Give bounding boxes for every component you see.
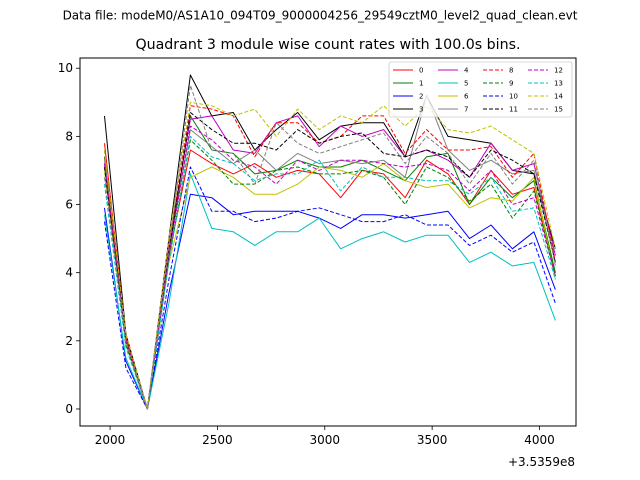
y-tick-label: 8: [65, 129, 73, 143]
legend-label-6: 6: [464, 93, 469, 101]
x-tick-label: 3000: [310, 433, 341, 447]
series-line-11: [104, 112, 556, 410]
x-tick-label: 2500: [202, 433, 233, 447]
series-line-0: [104, 143, 556, 410]
legend-label-4: 4: [464, 67, 469, 75]
legend-label-10: 10: [509, 93, 518, 101]
series-line-9: [104, 139, 556, 410]
series-line-13: [104, 135, 556, 410]
legend-label-0: 0: [419, 67, 423, 75]
x-tick-label: 2000: [95, 433, 126, 447]
legend-label-11: 11: [509, 106, 518, 114]
y-tick-label: 10: [58, 61, 73, 75]
y-tick-label: 4: [65, 266, 73, 280]
legend-label-5: 5: [464, 80, 468, 88]
legend-label-15: 15: [554, 106, 563, 114]
y-tick-label: 6: [65, 198, 73, 212]
series-line-2: [104, 193, 556, 410]
series-line-5: [104, 173, 556, 410]
x-tick-label: 3500: [417, 433, 448, 447]
legend-box: [388, 61, 573, 118]
series-line-10: [104, 166, 556, 410]
legend-label-13: 13: [554, 80, 563, 88]
series-line-3: [104, 74, 556, 410]
x-axis: 2000 2500 3000 3500 4000: [95, 426, 555, 447]
legend-label-8: 8: [509, 67, 513, 75]
series-line-6: [104, 163, 556, 410]
legend-label-12: 12: [554, 67, 563, 75]
legend-label-9: 9: [509, 80, 513, 88]
y-axis: 0 2 4 6 8 10: [58, 61, 80, 416]
x-offset-label: +3.5359e8: [508, 455, 575, 469]
legend-label-7: 7: [464, 106, 468, 114]
series-line-15: [104, 84, 556, 410]
axes-frame: [79, 57, 577, 427]
y-tick-label: 0: [65, 402, 73, 416]
chart-title: Quadrant 3 module wise count rates with …: [135, 37, 520, 53]
legend-label-2: 2: [419, 93, 423, 101]
y-tick-label: 2: [65, 334, 73, 348]
plot-lines: [104, 74, 556, 410]
figure-suptitle: Data file: modeM0/AS1A10_094T09_90000042…: [63, 9, 578, 23]
legend-label-14: 14: [554, 93, 563, 101]
legend-label-3: 3: [419, 106, 423, 114]
series-line-12: [104, 125, 556, 410]
x-tick-label: 4000: [524, 433, 555, 447]
legend-label-1: 1: [419, 80, 423, 88]
